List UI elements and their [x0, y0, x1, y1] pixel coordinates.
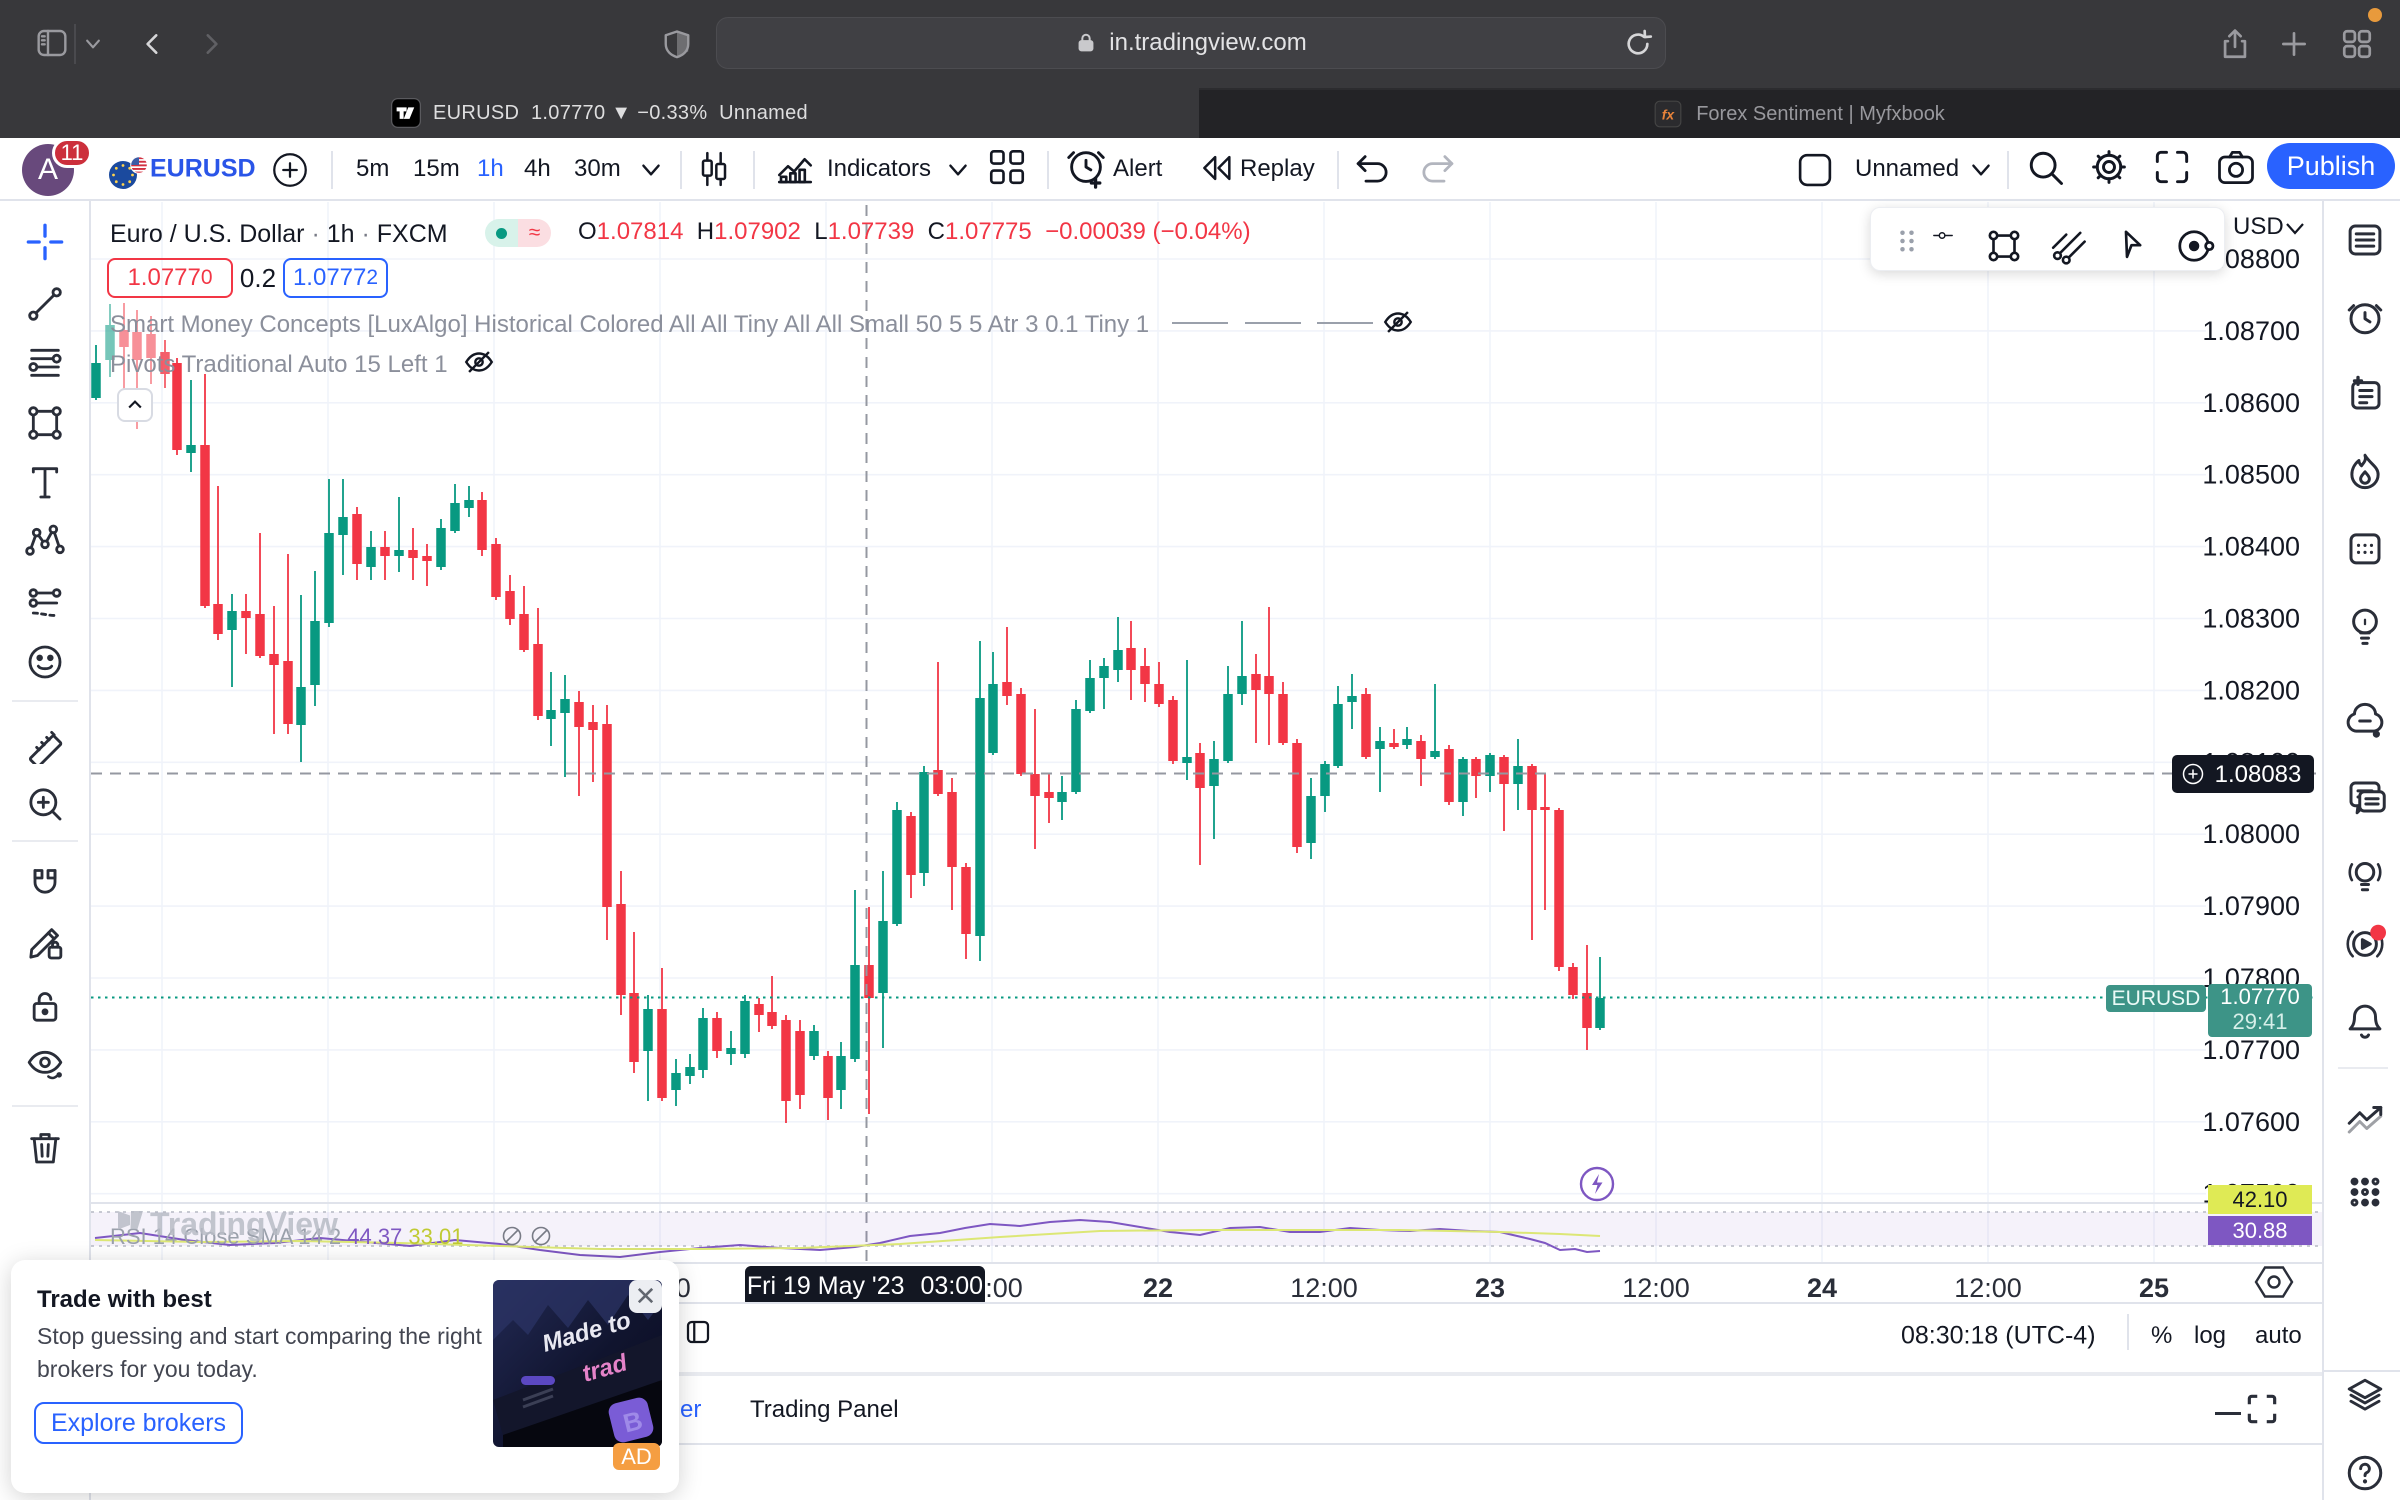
svg-text:23: 23	[1475, 1273, 1505, 1303]
svg-text:24: 24	[1807, 1273, 1837, 1303]
svg-text:25: 25	[2139, 1273, 2169, 1303]
svg-text:fx: fx	[1662, 106, 1676, 122]
svg-text:29:41: 29:41	[2232, 1009, 2287, 1034]
svg-text:1.07700: 1.07700	[2202, 1035, 2300, 1065]
svg-text:12:00: 12:00	[1954, 1273, 2022, 1303]
svg-text:1.08000: 1.08000	[2202, 819, 2300, 849]
svg-text:1.07770: 1.07770	[2220, 984, 2300, 1009]
svg-text:1.08083: 1.08083	[2215, 761, 2302, 788]
svg-text:RSI 14 Close SMA 14 2 44.37 33: RSI 14 Close SMA 14 2 44.37 33.01	[110, 1224, 463, 1249]
svg-text:12:00: 12:00	[1622, 1273, 1690, 1303]
svg-text:TradingView: TradingView	[150, 1206, 338, 1242]
svg-text:1.07600: 1.07600	[2202, 1107, 2300, 1137]
svg-text:1.08600: 1.08600	[2202, 388, 2300, 418]
svg-text:42.10: 42.10	[2232, 1187, 2287, 1212]
svg-text:1.07900: 1.07900	[2202, 891, 2300, 921]
svg-text:1.08300: 1.08300	[2202, 604, 2300, 634]
svg-text:1.08400: 1.08400	[2202, 532, 2300, 562]
svg-text:1.08200: 1.08200	[2202, 675, 2300, 705]
svg-text:12:00: 12:00	[1290, 1273, 1358, 1303]
svg-text:1.08700: 1.08700	[2202, 316, 2300, 346]
svg-text:22: 22	[1143, 1273, 1173, 1303]
svg-text:30.88: 30.88	[2232, 1218, 2287, 1243]
svg-text:USD: USD	[2233, 213, 2284, 240]
svg-text:EURUSD: EURUSD	[2112, 987, 2201, 1010]
svg-text:1.08500: 1.08500	[2202, 460, 2300, 490]
